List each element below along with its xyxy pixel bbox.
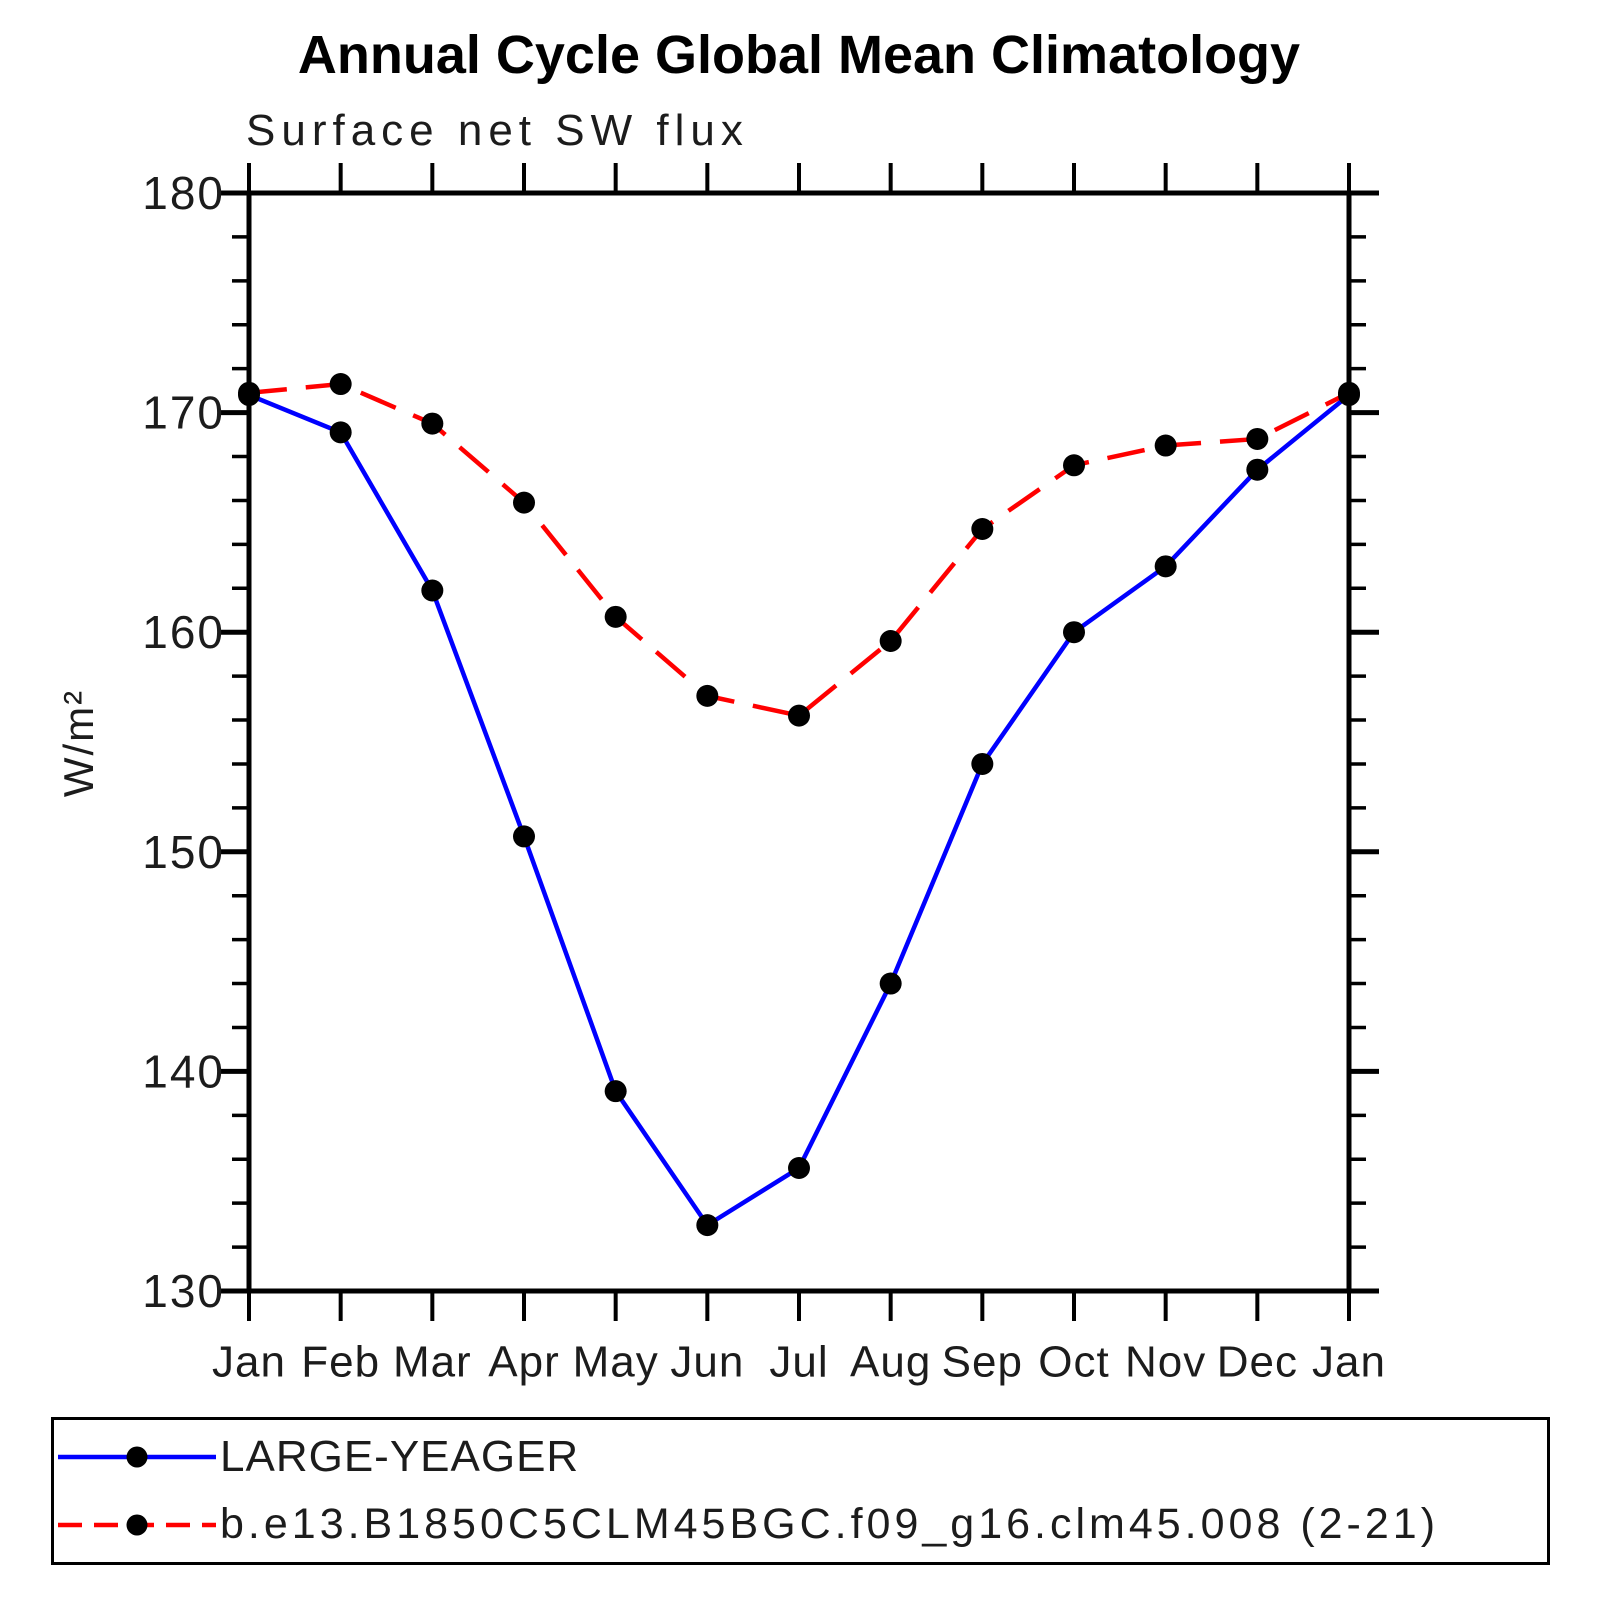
x-tick-label: May bbox=[573, 1338, 659, 1387]
data-point-marker bbox=[329, 421, 352, 444]
data-point-marker bbox=[421, 412, 444, 435]
legend-sample-line-solid bbox=[58, 1446, 216, 1468]
data-point-marker bbox=[513, 825, 535, 848]
x-tick-label: Aug bbox=[850, 1338, 931, 1387]
x-tick-label: Feb bbox=[301, 1338, 380, 1387]
legend-label: b.e13.B1850C5CLM45BGC.f09_g16.clm45.008 … bbox=[220, 1500, 1440, 1549]
x-tick-label: Jul bbox=[769, 1338, 828, 1387]
data-point-marker bbox=[971, 752, 994, 775]
data-point-marker bbox=[788, 1157, 810, 1180]
data-point-marker bbox=[1154, 555, 1177, 578]
data-point-marker bbox=[421, 579, 444, 602]
x-tick-label: Jan bbox=[1312, 1338, 1386, 1387]
data-point-marker bbox=[971, 517, 994, 540]
plot-frame bbox=[246, 190, 1352, 1294]
data-point-marker bbox=[1338, 381, 1360, 404]
y-tick-label: 140 bbox=[142, 1045, 225, 1097]
x-tick-label: Oct bbox=[1038, 1338, 1109, 1387]
data-point-marker bbox=[696, 684, 719, 707]
legend-sample-marker bbox=[126, 1514, 148, 1536]
legend-box: LARGE-YEAGER b.e13.B1850C5CLM45BGC.f09_g… bbox=[51, 1417, 1550, 1565]
data-point-marker bbox=[696, 1214, 719, 1237]
legend-label: LARGE-YEAGER bbox=[220, 1432, 580, 1482]
x-tick-label: Dec bbox=[1217, 1338, 1298, 1387]
y-tick-label: 170 bbox=[142, 387, 225, 439]
legend-sample-marker bbox=[126, 1446, 148, 1468]
data-point-marker bbox=[879, 629, 902, 652]
data-point-marker bbox=[329, 373, 352, 396]
series-line-solid bbox=[248, 392, 1351, 1229]
data-point-marker bbox=[1063, 621, 1085, 644]
legend-entry-model-run: b.e13.B1850C5CLM45BGC.f09_g16.clm45.008 … bbox=[54, 1495, 1547, 1555]
data-point-marker bbox=[513, 491, 535, 514]
y-tick-label: 160 bbox=[142, 606, 225, 658]
data-point-marker bbox=[604, 605, 627, 628]
x-tick-label: Sep bbox=[942, 1338, 1023, 1387]
chart-subtitle: Surface net SW flux bbox=[246, 106, 749, 155]
data-point-marker bbox=[879, 972, 902, 995]
data-point-marker bbox=[1246, 427, 1269, 450]
y-tick-label: 150 bbox=[142, 826, 225, 878]
x-tick-label: Apr bbox=[488, 1338, 559, 1387]
data-point-marker bbox=[1246, 458, 1269, 481]
data-point-marker bbox=[238, 381, 260, 404]
legend-entry-large-yeager: LARGE-YEAGER bbox=[54, 1427, 1547, 1487]
x-tick-label: Jun bbox=[670, 1338, 744, 1387]
data-point-marker bbox=[1154, 434, 1177, 457]
x-tick-label: Jan bbox=[212, 1338, 286, 1387]
data-point-marker bbox=[788, 704, 810, 727]
x-tick-label: Nov bbox=[1125, 1338, 1206, 1387]
x-tick-label: Mar bbox=[393, 1338, 472, 1387]
y-tick-label: 180 bbox=[142, 167, 225, 219]
y-tick-label: 130 bbox=[142, 1265, 225, 1317]
legend-sample-line-dashed bbox=[58, 1514, 216, 1536]
data-point-marker bbox=[1063, 454, 1085, 477]
chart-title: Annual Cycle Global Mean Climatology bbox=[297, 25, 1301, 85]
data-point-marker bbox=[604, 1080, 627, 1103]
